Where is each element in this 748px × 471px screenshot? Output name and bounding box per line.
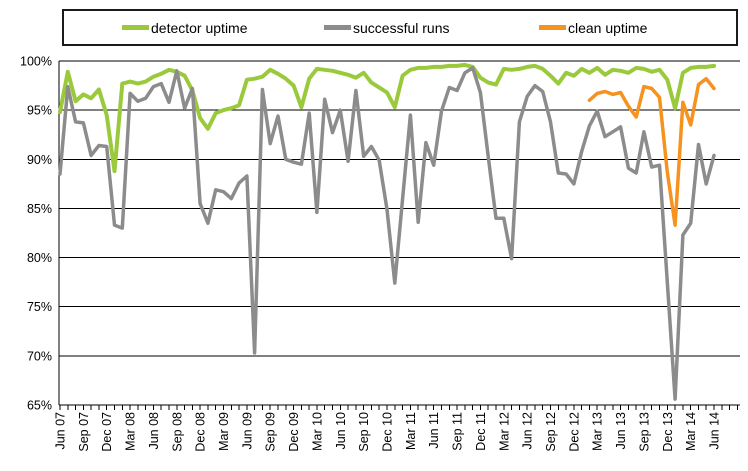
x-axis-tick-label: Dec 09 [287, 412, 301, 452]
series-line-successful-runs [58, 66, 716, 401]
x-axis-tick-label: Sep 13 [637, 412, 651, 452]
x-axis-tick-label: Sep 08 [170, 412, 184, 452]
y-axis-tick-label: 100% [20, 55, 52, 69]
x-axis-tick-label: Sep 07 [77, 412, 91, 452]
x-axis-tick-label: Jun 08 [147, 412, 161, 450]
y-axis-tick-label: 65% [27, 399, 52, 413]
legend-swatch-clean-uptime [539, 25, 566, 30]
y-axis-tick-label: 90% [27, 153, 52, 167]
x-axis-tick-label: Mar 09 [217, 412, 231, 451]
x-axis-tick-label: Sep 10 [357, 412, 371, 452]
legend-swatch-successful-runs [324, 25, 351, 30]
legend-item-successful-runs: successful runs [324, 11, 449, 44]
x-axis-tick-label: Mar 11 [404, 412, 418, 450]
legend-item-detector-uptime: detector uptime [122, 11, 248, 44]
x-axis-tick-label: Jun 11 [427, 412, 441, 449]
legend-label-detector-uptime: detector uptime [151, 19, 248, 36]
x-axis-tick-label: Mar 12 [497, 412, 511, 451]
legend-swatch-detector-uptime [122, 25, 149, 30]
x-axis-tick-label: Dec 08 [194, 412, 208, 452]
x-axis-tick-label: Jun 13 [614, 412, 628, 450]
series-line-clean-uptime [587, 76, 716, 227]
x-axis-tick-label: Dec 12 [567, 412, 581, 452]
x-axis-tick-label: Jun 09 [240, 412, 254, 450]
chart-legend: detector uptime successful runs clean up… [62, 9, 738, 46]
x-axis-tick-label: Jun 12 [521, 412, 535, 450]
x-axis-tick-label: Dec 10 [381, 412, 395, 452]
x-axis-tick-label: Jun 10 [334, 412, 348, 450]
x-axis-tick-label: Jun 14 [708, 412, 722, 450]
x-axis-tick-label: Dec 13 [661, 412, 675, 452]
x-axis-tick-label: Sep 12 [544, 412, 558, 452]
x-axis-tick-label: Dec 07 [100, 412, 114, 452]
x-axis-tick-label: Mar 08 [124, 412, 138, 451]
x-axis-tick-label: Jun 07 [54, 412, 68, 450]
y-axis-tick-label: 75% [27, 300, 52, 314]
y-axis-tick-label: 80% [27, 251, 52, 265]
legend-label-clean-uptime: clean uptime [568, 19, 648, 36]
x-axis-tick-label: Sep 11 [451, 412, 465, 451]
x-axis-tick-label: Sep 09 [264, 412, 278, 452]
y-axis-tick-label: 85% [27, 202, 52, 216]
x-axis-tick-label: Dec 11 [474, 412, 488, 451]
x-axis-tick-label: Mar 13 [591, 412, 605, 451]
series-line-detector-uptime [58, 62, 716, 174]
x-axis-tick-label: Mar 14 [684, 412, 698, 451]
y-axis-tick-label: 95% [27, 104, 52, 118]
legend-item-clean-uptime: clean uptime [539, 11, 647, 44]
y-axis-tick-label: 70% [27, 349, 52, 363]
legend-label-successful-runs: successful runs [353, 19, 450, 36]
x-axis-tick-label: Mar 10 [310, 412, 324, 451]
